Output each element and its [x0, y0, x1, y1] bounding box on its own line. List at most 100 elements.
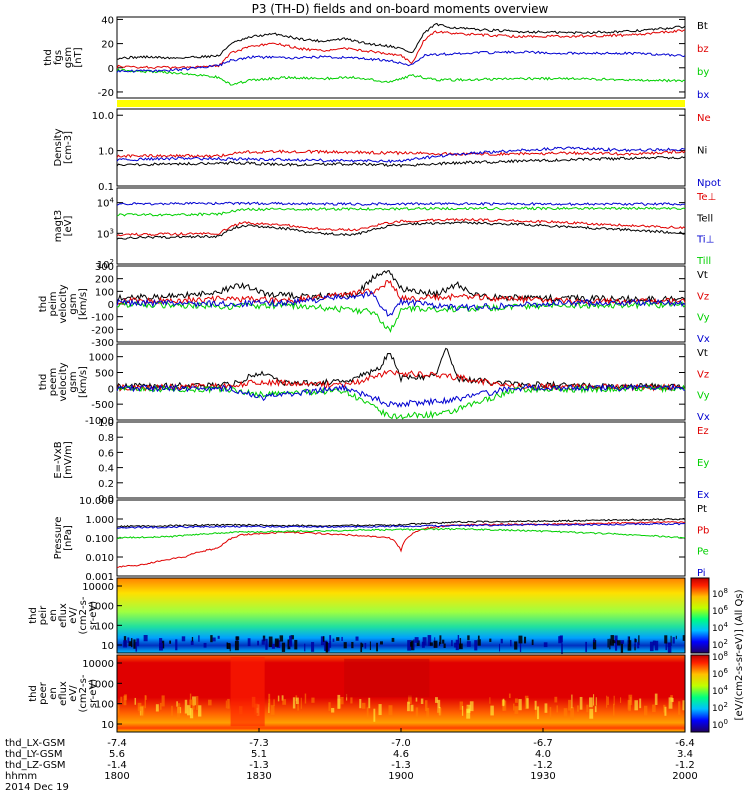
spectrogram-noise	[586, 704, 589, 713]
ytick-label: 200	[95, 275, 114, 286]
ylabel-line: sr-eV)	[88, 601, 99, 630]
ytick-label: 100	[95, 700, 114, 711]
panel-frame	[116, 265, 686, 343]
spectrogram-noise	[561, 643, 563, 655]
spectrogram-noise	[668, 697, 673, 709]
series-Bt	[116, 22, 686, 60]
xaxis-value: -1.3	[391, 760, 411, 771]
spectrogram-noise	[295, 697, 299, 705]
spectrogram-noise	[391, 637, 395, 642]
ylabel-line: eflux	[58, 681, 69, 706]
ylabel-line: fgs	[53, 50, 64, 65]
spectrogram-noise	[171, 705, 173, 716]
spectrogram-noise	[654, 640, 659, 651]
ytick-label: 0	[108, 64, 114, 75]
series-Te⊥	[116, 217, 686, 237]
ylabel-line: [cm-3]	[63, 131, 74, 164]
spectrogram-noise	[568, 699, 572, 711]
spectrogram-noise	[281, 642, 286, 652]
xaxis-value: -1.2	[533, 760, 553, 771]
spectrogram-noise	[474, 640, 478, 651]
xaxis-row-label: thd_LY-GSM	[5, 749, 62, 760]
legend-peer-velocity-Vx: Vx	[697, 412, 710, 423]
spectrogram-noise	[682, 700, 686, 711]
spectrogram-noise	[620, 642, 624, 653]
spectrogram-noise	[443, 643, 446, 648]
ytick-label: 10	[101, 641, 114, 652]
panel-frame	[116, 108, 686, 187]
spectrogram-noise	[135, 642, 138, 652]
spectrogram-noise	[593, 694, 595, 706]
ytick-label: 0.6	[98, 448, 114, 459]
spectrogram-noise	[235, 636, 240, 640]
legend-temperature-Ti⊥: Ti⊥	[696, 235, 714, 246]
spectrogram-noise	[279, 635, 284, 642]
ylabel-line: E=-VxB	[53, 441, 64, 478]
spectrogram-noise	[159, 702, 162, 710]
spectrogram-noise	[311, 642, 315, 652]
spectrogram-noise	[337, 694, 341, 709]
ylabel-line: gsm	[68, 371, 79, 392]
ytick-label: 10.0	[92, 111, 114, 122]
spectrogram-noise	[320, 636, 325, 646]
spectrogram-noise	[514, 706, 519, 714]
spectrogram-noise	[455, 639, 459, 651]
spectrogram-band	[230, 657, 265, 727]
spectrogram-noise	[579, 696, 583, 710]
spectrogram-noise	[536, 706, 540, 720]
ytick-label: 10	[101, 720, 114, 731]
spectrogram-noise	[664, 706, 667, 716]
spectrogram-noise	[421, 641, 425, 648]
spectrogram-noise	[415, 697, 418, 702]
spectrogram-noise	[294, 639, 298, 650]
spectrogram-noise	[589, 708, 594, 719]
spectrogram-noise	[459, 638, 462, 648]
spectrogram-noise	[340, 696, 344, 705]
spectrogram-noise	[268, 699, 271, 706]
series-Npot	[116, 146, 686, 164]
flag-bar	[117, 100, 685, 107]
spectrogram-noise	[137, 702, 142, 711]
xaxis-value: 1930	[530, 771, 555, 782]
spectrogram-noise	[466, 641, 471, 647]
spectrogram-noise	[531, 639, 534, 646]
spectrogram-noise	[576, 705, 579, 712]
spectrogram-noise	[654, 693, 658, 705]
panel-frame	[116, 187, 686, 265]
legend-pressure-Pt: Pt	[697, 504, 707, 515]
legends: Bt bz by bx Ne Ni Npot Te⊥ Tell Ti⊥ Till Vt Vz Vy Vx Vt…	[696, 21, 721, 579]
spectrogram-noise	[457, 635, 460, 646]
series-Vx	[116, 290, 686, 317]
series-Pb	[116, 521, 686, 569]
spectrogram-noise	[366, 707, 369, 719]
spectrogram-noise	[410, 704, 414, 712]
spectrogram-noise	[227, 643, 231, 649]
ytick-label: 0	[108, 384, 114, 395]
ylabel-line: (cm2-s-	[78, 674, 89, 712]
spectrogram-noise	[336, 637, 340, 641]
ylabel-line: en	[48, 609, 59, 622]
spectrogram-noise	[127, 637, 130, 643]
ylabel-line: [km/s]	[78, 288, 89, 320]
xaxis-value: -6.7	[533, 738, 553, 749]
spectrogram-noise	[287, 639, 291, 650]
spectrogram-noise	[433, 640, 438, 648]
xaxis-value: 5.6	[109, 749, 125, 760]
spectrogram-noise	[663, 704, 666, 713]
spectrogram-noise	[613, 695, 615, 706]
spectrogram-noise	[437, 699, 441, 713]
spectrogram-noise	[469, 701, 474, 712]
spectrogram-noise	[526, 698, 529, 709]
ylabel-line: peer	[38, 681, 49, 705]
ylabel-line: eflux	[58, 603, 69, 628]
xaxis-value: -7.4	[107, 738, 127, 749]
colorbar-tick: 106	[712, 604, 728, 617]
ylabel-line: peir	[38, 605, 49, 625]
panel-fgs: thd fgs gsm [nT] 40 20 0 -20	[43, 15, 686, 99]
spectrogram-noise	[360, 642, 363, 653]
ylabel-line: [eV]	[63, 216, 74, 237]
spectrogram-band	[344, 658, 430, 698]
ylabel-line: thd	[43, 49, 54, 66]
spectrogram-noise	[594, 706, 597, 713]
spectrogram-noise	[225, 700, 227, 709]
